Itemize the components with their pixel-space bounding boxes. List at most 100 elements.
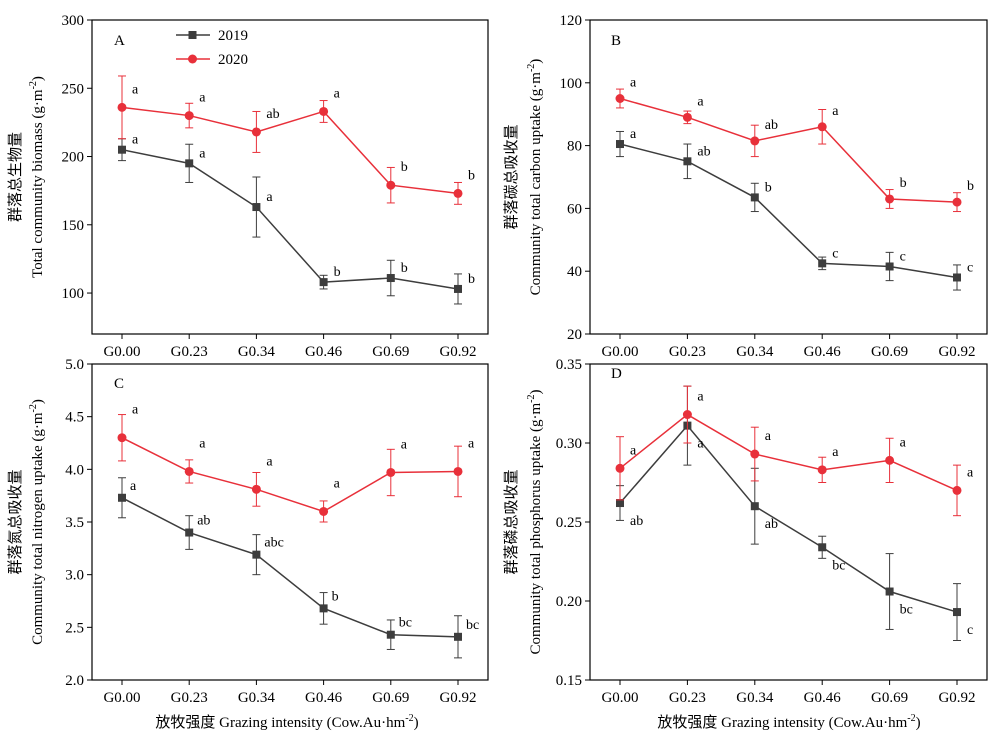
- legend: 2019 2020: [176, 28, 248, 68]
- data-point-2020: [453, 466, 463, 476]
- significance-letter: a: [199, 436, 206, 451]
- series-2019: ab a ab bc bc c: [616, 385, 973, 641]
- significance-letter: a: [832, 445, 839, 460]
- y-axis-title-close: ): [30, 76, 46, 81]
- significance-letter: b: [401, 261, 408, 276]
- significance-letter: a: [630, 76, 637, 91]
- x-axis-title-sup: -2: [907, 713, 915, 724]
- y-axis-title-sup: -2: [28, 404, 39, 412]
- data-point-2019: [386, 274, 395, 283]
- data-point-2019: [818, 543, 827, 552]
- data-point-2020: [817, 465, 827, 475]
- y-tick-label: 0.15: [556, 673, 582, 689]
- significance-letter: a: [266, 190, 273, 205]
- y-axis-title-en: Total community biomass (g·m-2): [28, 76, 46, 278]
- y-tick-label: 200: [62, 150, 85, 166]
- plot-frame: [589, 19, 988, 335]
- y-tick-label: 0.30: [556, 436, 582, 452]
- significance-letter: a: [697, 437, 704, 452]
- y-tick-label: 60: [567, 201, 582, 217]
- x-axis-title-zh: 放牧强度: [155, 714, 215, 731]
- data-point-2019: [818, 259, 827, 268]
- y-tick-label: 300: [62, 13, 85, 29]
- data-point-2019: [185, 528, 194, 537]
- x-tick-label: G0.69: [871, 344, 908, 360]
- series-2020: a a a a a a: [117, 403, 475, 523]
- x-tick-label: G0.46: [804, 690, 842, 706]
- data-point-2019: [750, 502, 759, 511]
- plot-frame: [91, 363, 489, 681]
- significance-letter: ab: [697, 144, 710, 159]
- significance-letter: a: [765, 429, 772, 444]
- data-point-2019: [454, 632, 462, 641]
- series-2019: a ab abc b bc bc: [118, 477, 479, 659]
- y-tick-label: 5.0: [65, 357, 84, 373]
- data-point-2020: [386, 180, 396, 190]
- significance-letter: b: [334, 265, 341, 280]
- panels: 100 150 200 250 300 G0.00 G0.23 G0.34 G0.46 G0.69…: [7, 13, 988, 706]
- data-point-2019: [118, 145, 126, 154]
- data-point-2019: [953, 273, 961, 282]
- significance-letter: b: [332, 589, 339, 604]
- data-point-2019: [185, 159, 194, 168]
- x-axis-title-zh: 放牧强度: [657, 714, 717, 731]
- x-tick-label: G0.00: [103, 690, 140, 706]
- series-2020: a a a a a a: [615, 385, 974, 517]
- x-tick-label: G0.00: [103, 344, 140, 360]
- x-tick-label: G0.46: [305, 690, 343, 706]
- data-point-2020: [117, 102, 127, 112]
- data-point-2019: [750, 193, 759, 202]
- data-point-2019: [252, 203, 261, 212]
- significance-letter: ab: [765, 517, 778, 532]
- series-line-2019: [619, 424, 958, 613]
- series-line-2019: [121, 497, 459, 638]
- panel-a: 100 150 200 250 300 G0.00 G0.23 G0.34 G0.46 G0.69…: [7, 13, 489, 360]
- plot-frame: [91, 19, 489, 335]
- x-tick-label: G0.69: [372, 344, 409, 360]
- y-axis-title-sup: -2: [526, 64, 537, 72]
- y-axis-title-close: ): [30, 399, 46, 404]
- x-tick-label: G0.23: [171, 344, 208, 360]
- data-point-2020: [952, 197, 962, 207]
- significance-letter: b: [765, 180, 772, 195]
- data-point-2020: [184, 111, 194, 121]
- significance-letter: a: [900, 435, 907, 450]
- data-point-2020: [251, 484, 261, 494]
- y-axis-title-en: Community total phosphorus uptake (g·m-2…: [526, 390, 544, 655]
- significance-letter: b: [468, 272, 475, 287]
- x-axis-title-left: 放牧强度 Grazing intensity (Cow.Au·hm-2): [155, 713, 418, 731]
- y-tick-label: 3.5: [65, 515, 84, 531]
- significance-letter: c: [967, 623, 973, 638]
- panel-letter: B: [611, 33, 621, 49]
- significance-letter: a: [334, 86, 341, 101]
- x-tick-label: G0.00: [601, 344, 638, 360]
- data-point-2020: [615, 94, 625, 103]
- data-point-2019: [454, 284, 462, 293]
- y-tick-label: 3.0: [65, 568, 84, 584]
- x-axis-title-en: Grazing intensity (Cow.Au·hm: [219, 715, 405, 731]
- x-tick-label: G0.92: [938, 690, 975, 706]
- data-point-2020: [117, 433, 127, 443]
- data-point-2019: [616, 140, 624, 149]
- x-axis-title-en: Grazing intensity (Cow.Au·hm: [721, 715, 907, 731]
- panel-c: 2.0 2.5 3.0 3.5 4.0 4.5 5.0 G0.00 G0.23 G0.34 G0.4…: [7, 357, 489, 706]
- y-axis-title-close: ): [528, 390, 544, 395]
- significance-letter: a: [630, 443, 637, 458]
- data-point-2019: [386, 630, 395, 639]
- panel-letter: A: [114, 33, 125, 49]
- x-tick-label: G0.23: [669, 690, 706, 706]
- significance-letter: a: [697, 390, 704, 405]
- x-tick-label: G0.00: [601, 690, 638, 706]
- significance-letter: ab: [630, 514, 643, 529]
- significance-letter: ab: [197, 514, 210, 529]
- panel-b: 20 40 60 80 100 120 G0.00 G0.23 G0.34 G0.46 G0.69 G…: [503, 13, 988, 360]
- significance-letter: a: [832, 104, 839, 119]
- significance-letter: ab: [266, 107, 279, 122]
- significance-letter: a: [468, 436, 475, 451]
- panel-letter: D: [611, 366, 622, 382]
- y-axis-title-zh: 群落氮总吸收量: [7, 469, 24, 574]
- x-tick-label: G0.92: [439, 344, 476, 360]
- x-tick-label: G0.34: [238, 344, 276, 360]
- y-tick-label: 2.5: [65, 620, 84, 636]
- x-tick-label: G0.34: [238, 690, 276, 706]
